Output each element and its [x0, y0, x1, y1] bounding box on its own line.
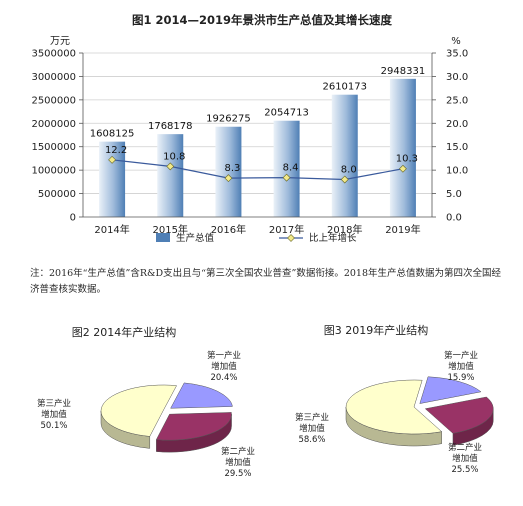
x-tick-label: 2018年 [327, 223, 362, 236]
y-left-tick-label: 1000000 [31, 166, 76, 177]
pie-slice-label: 58.6% [298, 435, 325, 445]
gdp-bar-label: 2054713 [264, 108, 309, 119]
pie-slice-label: 第二产业 [448, 442, 482, 453]
pie-slice-label: 增加值 [448, 361, 474, 372]
legend-label-gdp: 生产总值 [176, 232, 215, 244]
pie-slice-label: 增加值 [452, 453, 478, 464]
pie-slice-label: 20.4% [210, 373, 237, 383]
gdp-bar-label: 2948331 [381, 66, 426, 77]
gdp-bar [157, 134, 184, 217]
y-right-tick-label: 10.0 [446, 166, 468, 177]
pie-slice-label: 第三产业 [295, 412, 329, 423]
y-left-tick-label: 3000000 [31, 72, 76, 83]
legend-swatch-gdp [156, 233, 170, 242]
gdp-bar [389, 78, 416, 217]
pie-2014-title: 图2 2014年产业结构 [72, 325, 177, 339]
x-tick-label: 2016年 [211, 223, 246, 236]
pie-slice-label: 增加值 [225, 457, 251, 468]
pie-slice [100, 384, 177, 437]
gdp-bar-label: 1768178 [148, 121, 193, 132]
footnote: 注：2016年“生产总值”含R&D支出且与“第三次全国农业普查”数据衔接。201… [30, 268, 502, 295]
pie-slice-label: 增加值 [299, 423, 325, 434]
pie-slice-label: 增加值 [41, 409, 67, 420]
y-right-tick-label: 20.0 [446, 119, 468, 130]
growth-line [112, 159, 404, 181]
x-tick-label: 2019年 [385, 223, 420, 236]
legend-marker-growth [287, 234, 295, 242]
pie-slice-label: 增加值 [211, 361, 237, 372]
pie-slice [419, 376, 482, 404]
growth-label: 10.3 [396, 154, 418, 165]
pie-slice-label: 29.5% [224, 469, 251, 479]
y-left-tick-label: 0 [70, 213, 76, 224]
x-tick-label: 2015年 [153, 223, 188, 236]
pie-slice-label: 第三产业 [37, 398, 71, 409]
pie-slice-label: 第一产业 [444, 350, 478, 361]
y-left-tick-label: 500000 [38, 189, 76, 200]
legend-label-growth: 比上年增长 [309, 232, 357, 244]
growth-label: 8.4 [283, 163, 299, 174]
growth-label: 8.0 [341, 165, 357, 176]
pie-slice [345, 379, 443, 435]
industry-structure-charts: 图2 2014年产业结构 图3 2019年产业结构 第一产业增加值20.4%第二… [37, 323, 494, 479]
y-right-tick-label: 35.0 [446, 49, 468, 60]
x-tick-label: 2017年 [269, 223, 304, 236]
y-right-tick-label: 15.0 [446, 142, 468, 153]
gdp-bar-label: 2610173 [322, 82, 367, 93]
y-right-unit: % [451, 36, 461, 47]
y-left-unit: 万元 [50, 36, 70, 47]
pie-slice [155, 412, 232, 441]
pie-slice-label: 15.9% [447, 373, 474, 383]
growth-point [224, 174, 233, 183]
pie-slice-label: 25.5% [451, 465, 478, 475]
growth-point [398, 164, 407, 173]
growth-point [340, 175, 349, 184]
y-left-tick-label: 1500000 [31, 142, 76, 153]
growth-label: 8.3 [224, 163, 240, 174]
x-tick-label: 2014年 [94, 223, 129, 236]
pie-2019-title: 图3 2019年产业结构 [324, 323, 429, 337]
gdp-bar [99, 141, 126, 217]
chart-title: 图1 2014—2019年景洪市生产总值及其增长速度 [132, 13, 393, 27]
y-right-tick-label: 5.0 [446, 189, 462, 200]
gdp-bar [215, 126, 242, 217]
pie-slice [424, 396, 494, 434]
gdp-bar [273, 120, 300, 217]
pie-slice [170, 382, 233, 409]
y-left-tick-label: 3500000 [31, 49, 76, 60]
y-right-tick-label: 30.0 [446, 72, 468, 83]
gdp-growth-chart: 图1 2014—2019年景洪市生产总值及其增长速度 万元 % 1608125 1… [31, 13, 468, 244]
y-left-tick-label: 2500000 [31, 95, 76, 106]
growth-label: 12.2 [105, 145, 127, 156]
pie-slice-label: 第二产业 [221, 446, 255, 457]
gdp-bar-label: 1926275 [206, 114, 251, 125]
pie-slice-label: 第一产业 [207, 350, 241, 361]
growth-point [282, 173, 291, 182]
y-left-tick-label: 2000000 [31, 119, 76, 130]
growth-point [108, 155, 117, 164]
pie-slice-label: 50.1% [40, 421, 67, 431]
gdp-bar-label: 1608125 [90, 129, 135, 140]
gdp-bar [331, 94, 358, 217]
growth-point [166, 162, 175, 171]
growth-label: 10.8 [163, 151, 185, 162]
y-right-tick-label: 0.0 [446, 213, 462, 224]
y-right-tick-label: 25.0 [446, 95, 468, 106]
